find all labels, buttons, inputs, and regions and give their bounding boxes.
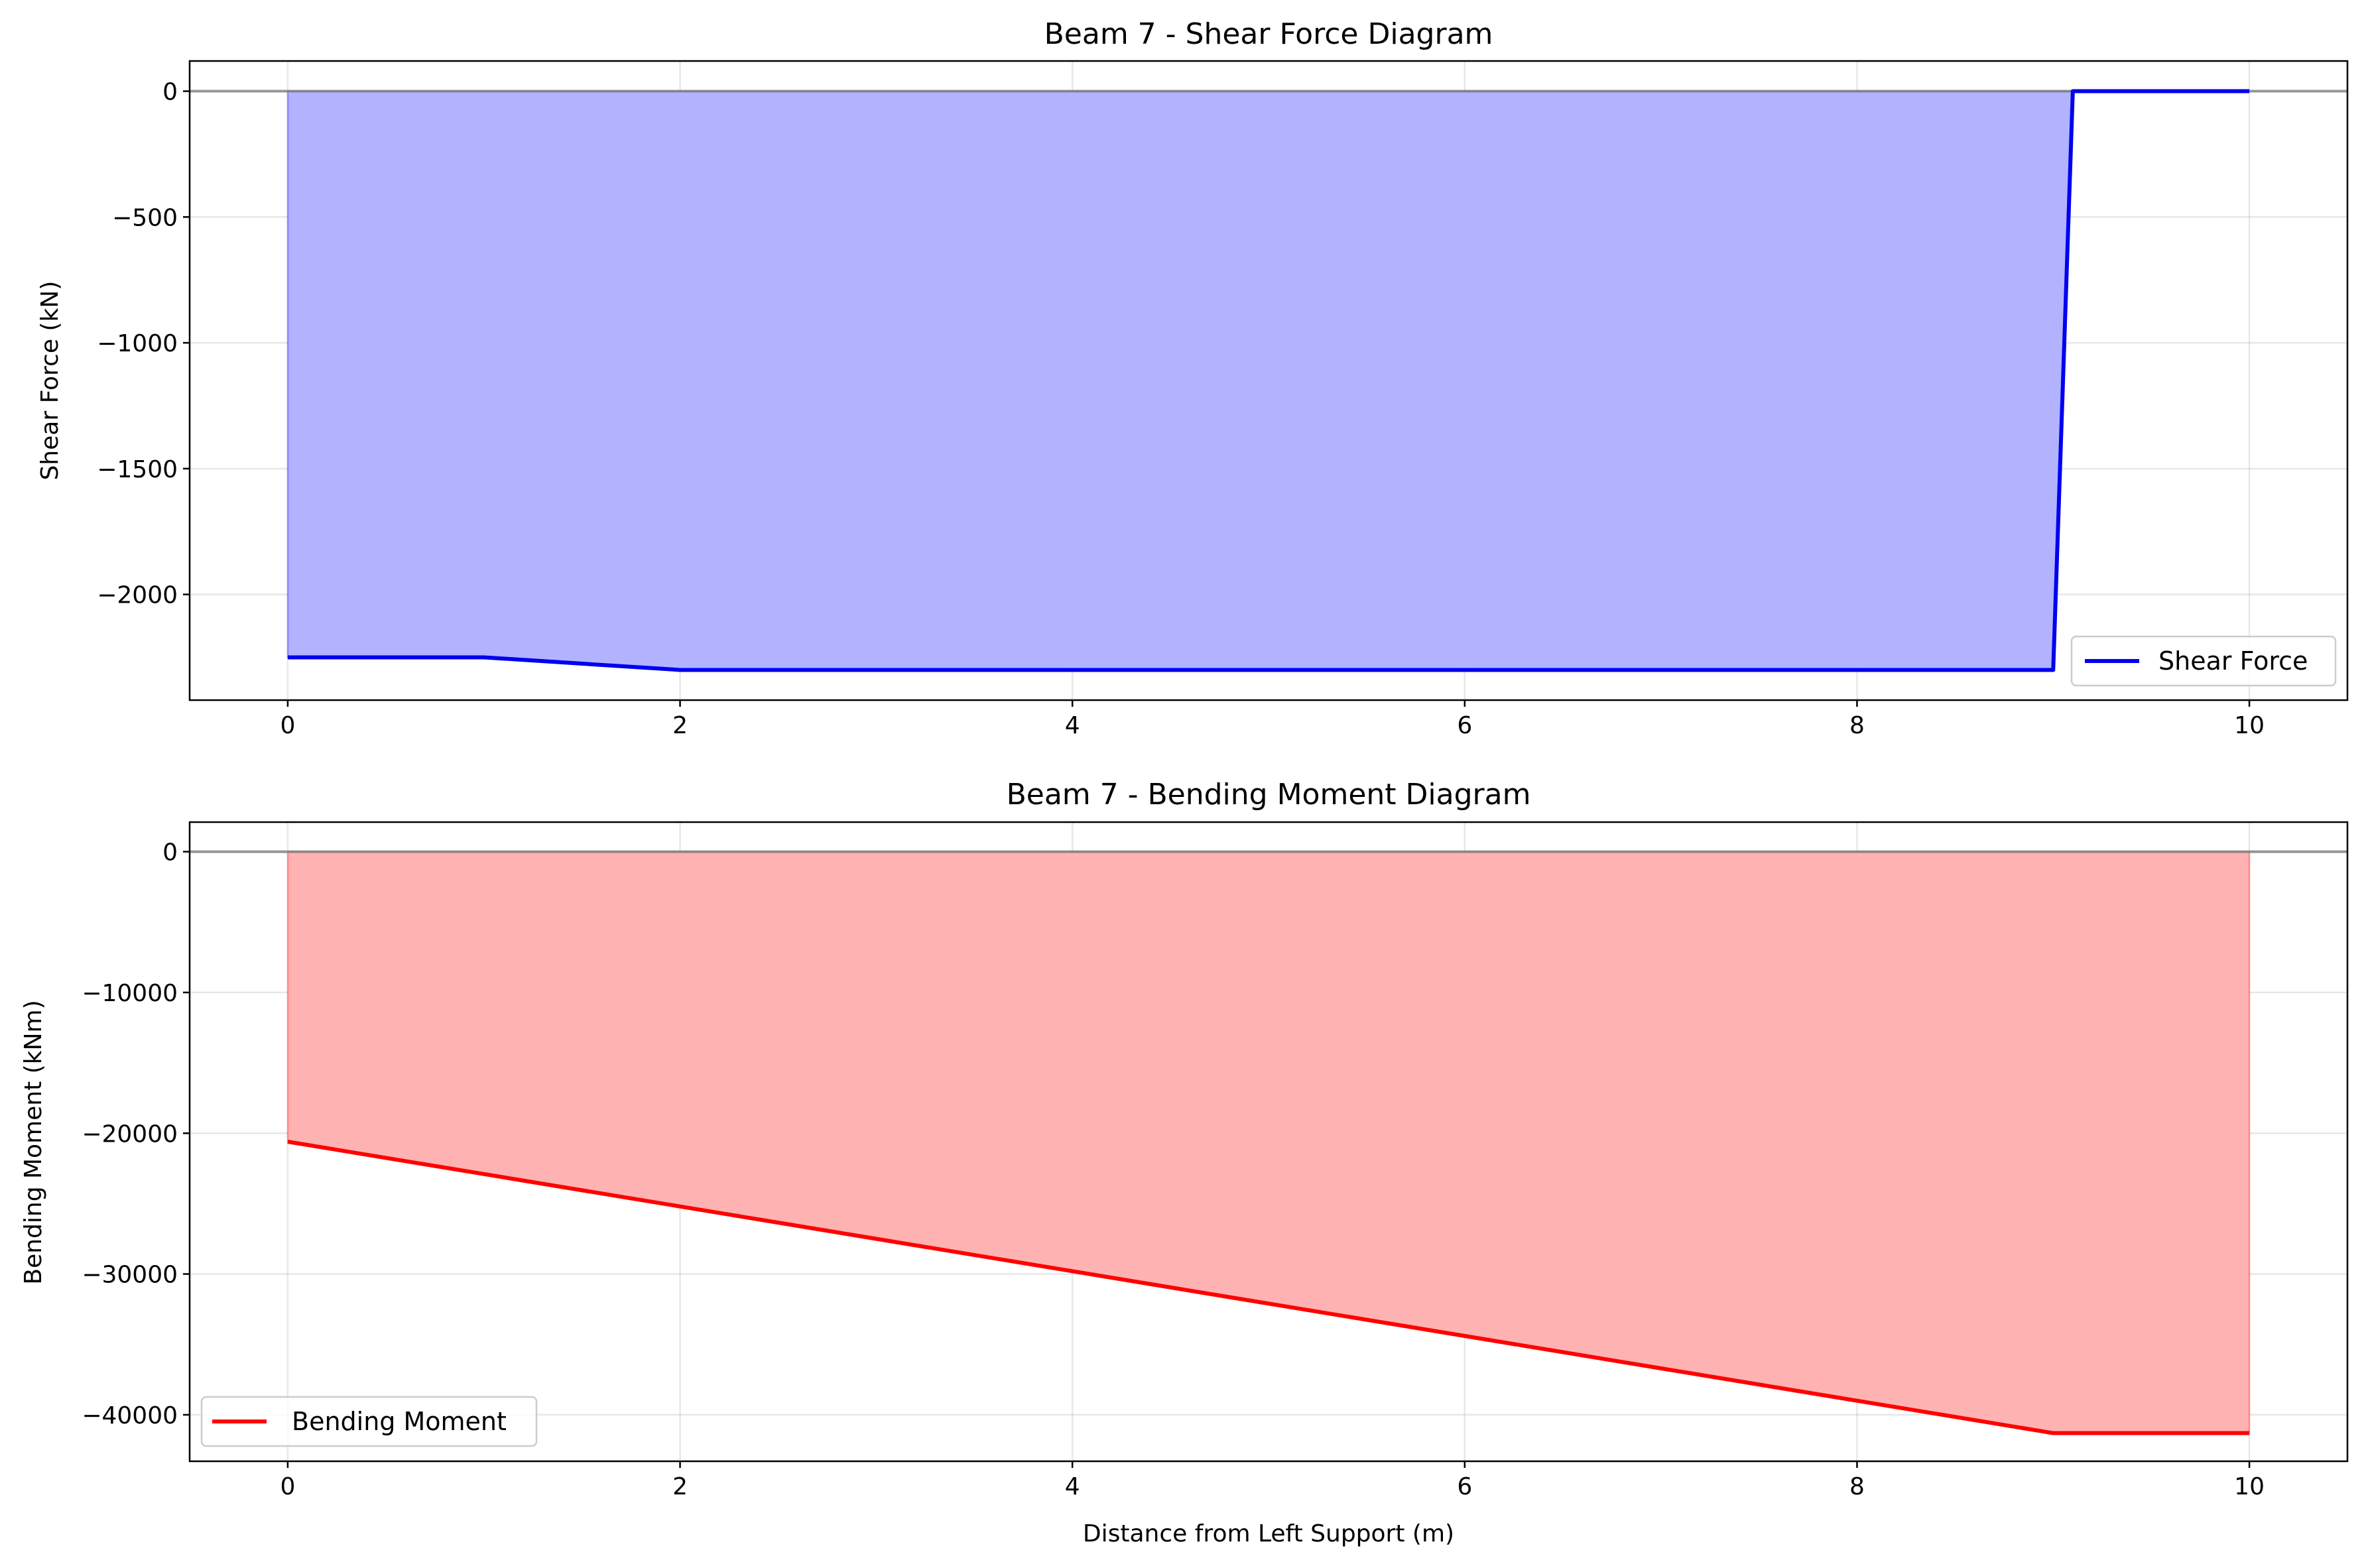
shear-plot-frame <box>188 60 2349 701</box>
shear-y-axis-label: Shear Force (kN) <box>36 281 64 481</box>
moment-ytick-label-1: −10000 <box>82 980 178 1007</box>
moment-ytick-label-3: −30000 <box>82 1262 178 1289</box>
shear-xtick-label-1: 2 <box>672 712 688 739</box>
shear-xtick-label-5: 10 <box>2234 712 2265 739</box>
shear-chart-title: Beam 7 - Shear Force Diagram <box>1044 17 1493 51</box>
shear-legend-label: Shear Force <box>2158 646 2308 676</box>
moment-ytick-label-0: 0 <box>162 839 178 867</box>
shear-xtick-label-0: 0 <box>280 712 295 739</box>
shear-ytick-label-2: −1000 <box>97 330 178 357</box>
shear-xtick-label-3: 6 <box>1457 712 1472 739</box>
moment-legend-box <box>200 1396 538 1447</box>
shear-ytick-label-0: 0 <box>162 79 178 106</box>
moment-series-line-0 <box>287 1140 2250 1435</box>
shear-x-ticks: 0 2 4 6 8 10 <box>280 700 2265 739</box>
shear-series-fill-0 <box>286 90 2250 671</box>
shear-xtick-label-2: 4 <box>1065 712 1080 739</box>
moment-xtick-label-1: 2 <box>672 1473 688 1500</box>
moment-y-ticks: 0 −10000 −20000 −30000 −40000 <box>82 839 190 1429</box>
shear-legend: Shear Force <box>2070 635 2337 687</box>
shear-ytick-label-3: −1500 <box>97 456 178 483</box>
shear-ytick-label-4: −2000 <box>97 582 178 609</box>
moment-xtick-label-4: 8 <box>1849 1473 1865 1500</box>
moment-plot-frame <box>188 821 2349 1463</box>
moment-xtick-label-5: 10 <box>2234 1473 2265 1500</box>
moment-xtick-label-0: 0 <box>280 1473 295 1500</box>
shear-series-line-0 <box>287 89 2250 672</box>
shear-legend-box <box>2070 635 2337 687</box>
shear-fill-layer <box>286 90 2250 671</box>
bending-moment-panel: Beam 7 - Bending Moment Diagram Bending … <box>20 778 2349 1547</box>
moment-legend-label: Bending Moment <box>292 1407 507 1436</box>
moment-x-ticks: 0 2 4 6 8 10 <box>280 1461 2265 1500</box>
shear-line-layer <box>287 89 2250 672</box>
moment-ytick-label-2: −20000 <box>82 1120 178 1148</box>
moment-line-layer <box>287 1140 2250 1435</box>
moment-xtick-label-2: 4 <box>1065 1473 1080 1500</box>
moment-x-axis-label: Distance from Left Support (m) <box>1083 1520 1454 1547</box>
shear-ytick-label-1: −500 <box>112 204 178 231</box>
moment-y-axis-label: Bending Moment (kNm) <box>20 1000 47 1284</box>
shear-y-ticks: 0 −500 −1000 −1500 −2000 <box>97 79 190 609</box>
moment-ytick-label-4: −40000 <box>82 1402 178 1429</box>
shear-force-panel: Beam 7 - Shear Force Diagram Shear Force… <box>36 17 2349 739</box>
shear-xtick-label-4: 8 <box>1849 712 1865 739</box>
moment-chart-title: Beam 7 - Bending Moment Diagram <box>1007 778 1531 812</box>
moment-series-fill-0 <box>286 851 2251 1434</box>
moment-xtick-label-3: 6 <box>1457 1473 1472 1500</box>
moment-legend: Bending Moment <box>200 1396 538 1447</box>
moment-fill-layer <box>286 851 2251 1434</box>
